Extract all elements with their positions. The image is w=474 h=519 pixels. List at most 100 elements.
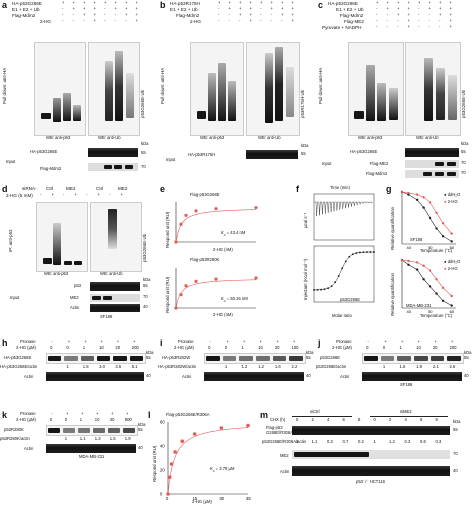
ratio-value: 1 xyxy=(373,439,376,444)
blot-input-me2 xyxy=(90,294,140,302)
data-point xyxy=(194,279,198,283)
lane-value: 20 xyxy=(274,345,280,350)
lane-sign: - xyxy=(386,24,388,29)
lane-value: 4 xyxy=(404,417,407,422)
tick-label: 30 xyxy=(219,496,224,501)
mw-marker: 40 xyxy=(464,373,469,378)
data-point xyxy=(166,492,170,496)
axis-label: Relative quantification xyxy=(390,207,395,250)
input-row: Actin xyxy=(70,305,80,310)
lane-sign: - xyxy=(397,24,399,29)
lane-value: 6 xyxy=(420,417,423,422)
wb-label: WB: anti-p53 xyxy=(200,135,225,140)
data-point xyxy=(441,235,445,238)
lane-sign: - xyxy=(270,12,272,17)
data-point xyxy=(422,196,425,199)
panel-letter: k xyxy=(2,410,8,420)
row-label: 2-HG xyxy=(40,19,51,24)
lane-value: 0 xyxy=(373,417,376,422)
mw-marker: 70 xyxy=(143,294,148,299)
lane-sign: + xyxy=(135,6,138,11)
blot-input-mdm2 xyxy=(405,170,459,178)
panel-letter: e xyxy=(160,184,166,194)
lane-value: 1 xyxy=(241,345,244,350)
panel-letter: g xyxy=(386,184,392,194)
ratio-label: p53G266E/actin xyxy=(316,364,347,369)
blot-anti-p53 xyxy=(190,42,244,136)
axis-label: Injectant (Kcal mol⁻¹) xyxy=(303,258,308,300)
lane-sign: + xyxy=(376,0,379,5)
axis-label: Molar ratio xyxy=(332,313,352,318)
lane-value: 200 xyxy=(449,345,457,350)
lane-sign: + xyxy=(291,6,294,11)
axis-label: Temperature (°C) xyxy=(420,313,453,318)
data-point xyxy=(337,275,340,277)
row-label: 2-HG (μM) xyxy=(332,345,352,350)
ratio-value: 1.5 xyxy=(82,364,89,369)
blot-anti-ub xyxy=(88,42,140,136)
tick-label: 45 xyxy=(246,496,251,501)
data-point xyxy=(352,253,354,256)
lane-sign: + xyxy=(407,0,410,5)
blot-input-actin xyxy=(90,304,140,312)
lane-sign: - xyxy=(397,18,399,23)
input-row: Flag-ME2 xyxy=(370,161,389,166)
lane-value: 10 xyxy=(258,345,263,350)
lane-sign: + xyxy=(281,6,284,11)
kda-label: kDa xyxy=(464,350,472,355)
protein-label: p53G266E xyxy=(340,297,361,302)
series-line xyxy=(401,191,452,234)
panel-letter: d xyxy=(2,184,8,194)
lane-sign: - xyxy=(418,12,420,17)
data-point xyxy=(366,251,368,253)
lane-sign: - xyxy=(260,18,262,23)
axis-label: Pull down: anti-HA xyxy=(160,67,165,104)
plot-title: Flag-p53G266E xyxy=(190,192,220,197)
wb-label: WB: anti-Ub xyxy=(258,135,281,140)
axis-label: Pull down: anti-HA xyxy=(2,67,7,104)
lane-value: 1 xyxy=(79,417,83,422)
ratio-value: 3.0 xyxy=(99,364,105,369)
lane-sign: - xyxy=(104,18,106,23)
blot-actin xyxy=(204,372,304,381)
lane-sign: + xyxy=(62,0,65,5)
lane-sign: + xyxy=(93,12,96,17)
lane-value: 0 xyxy=(208,345,211,350)
data-point xyxy=(214,207,218,211)
axis-label: Relative quantification xyxy=(390,273,395,316)
legend-2hg: ● 2-HG xyxy=(444,199,458,204)
ratio-value: 1 xyxy=(66,364,69,369)
lane-sign: + xyxy=(249,0,252,5)
lane-sign: + xyxy=(125,12,128,17)
blot-anti-p53 xyxy=(348,42,404,136)
blot-band xyxy=(46,425,138,436)
ratio-value: 1.2 xyxy=(241,364,248,369)
sime2-label: ME2 xyxy=(118,186,128,191)
row-label: 2-HG (μM) xyxy=(174,345,194,350)
lane-sign: + xyxy=(83,6,86,11)
mw-marker: 40 xyxy=(146,373,151,378)
legend-2hg: ● 2-HG xyxy=(444,266,458,271)
lane-sign: - xyxy=(428,18,430,23)
ratio-value: 1.5 xyxy=(109,436,116,441)
series-line xyxy=(401,191,452,242)
tick-label: 60 xyxy=(450,309,455,314)
blot-input-p53 xyxy=(405,148,459,157)
ratio-value: 1 xyxy=(382,364,386,369)
axis-label: Respond unit (RU) xyxy=(165,211,170,248)
lane-sign: + xyxy=(228,0,231,5)
mw-marker: 55 xyxy=(306,355,311,360)
ratio-value: 1.2 xyxy=(258,364,264,369)
lane-sign: - xyxy=(439,24,441,29)
lane-sign: + xyxy=(292,339,296,344)
ratio-value: 0.2 xyxy=(358,439,364,444)
input-row: p53 xyxy=(74,283,81,288)
mw-marker: 55 xyxy=(461,149,466,154)
data-point xyxy=(441,299,445,302)
lane-value: 2 xyxy=(389,417,392,422)
lane-value: 800 xyxy=(124,417,132,422)
lane-sign: - xyxy=(428,24,430,29)
data-point xyxy=(435,211,438,214)
input-label: Input xyxy=(166,157,176,162)
lane-sign: - xyxy=(260,12,262,17)
